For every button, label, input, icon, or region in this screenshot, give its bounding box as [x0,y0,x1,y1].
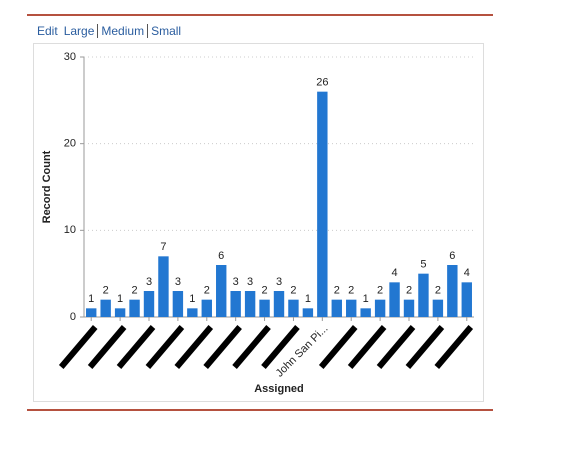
bar [432,299,444,317]
value-label: 4 [464,267,470,279]
bar [114,308,126,317]
y-axis-title: Record Count [41,150,53,223]
bar [216,265,227,317]
redaction [58,325,98,369]
bar [461,282,472,317]
link[interactable]: Medium [97,24,148,38]
bottom-rule [27,409,493,411]
value-label: 2 [435,285,441,297]
chart-frame [33,43,484,402]
redaction [174,325,214,369]
bar [346,299,357,317]
bar [129,299,140,317]
redaction [116,325,156,369]
redaction [261,325,300,369]
value-label: 2 [348,285,354,297]
y-tick-label: 10 [64,224,76,236]
redaction [318,325,358,369]
value-label: 7 [160,241,166,253]
value-label: 1 [363,293,369,305]
bar [230,291,241,317]
bar [403,299,415,317]
value-label: 3 [175,276,181,288]
bar [259,299,270,317]
bar [374,299,386,317]
value-label: 3 [146,276,152,288]
bar [201,299,212,317]
redaction [376,325,416,369]
redaction [203,325,242,369]
value-label: 3 [233,276,239,288]
bar [187,308,198,317]
y-tick-label: 0 [70,311,76,323]
bar [331,299,342,317]
bar [288,299,299,317]
x-axis-title: Assigned [254,383,304,395]
redaction [434,325,474,369]
bar [273,291,285,317]
value-label: 2 [377,285,383,297]
redaction [405,325,445,369]
redaction [87,325,127,369]
value-label: 4 [391,267,397,279]
value-label: 1 [88,293,94,305]
value-label: 2 [406,285,412,297]
bar [158,256,169,317]
link[interactable]: Large [63,24,95,38]
value-label: 2 [103,285,109,297]
value-label: 2 [290,285,296,297]
bar [143,291,155,317]
value-label: 1 [305,293,311,305]
bar [389,282,400,317]
value-label: 3 [276,276,282,288]
bar [317,91,328,318]
bar [302,308,314,317]
bar [86,308,97,317]
y-tick-label: 30 [64,51,76,63]
bar [418,273,429,317]
bar [172,291,184,317]
value-label: 1 [189,293,195,305]
link[interactable]: Small [147,24,185,38]
value-label: 1 [117,293,123,305]
value-label: 26 [316,77,328,89]
redaction [347,325,387,369]
value-label: 6 [449,250,455,262]
value-label: 2 [204,285,210,297]
top-rule [27,14,493,16]
bar [447,265,458,317]
redaction [145,325,185,369]
link[interactable]: Edit [37,24,58,38]
bar [360,308,371,317]
size-links: Edit Large Medium Small [34,24,185,38]
bar [244,291,256,317]
y-tick-label: 20 [64,138,76,150]
value-label: 2 [131,285,137,297]
value-label: 2 [334,285,340,297]
value-label: 3 [247,276,253,288]
x-tick-label: John San Pi... [274,323,331,380]
redaction [232,325,271,369]
value-label: 5 [420,259,426,271]
value-label: 6 [218,250,224,262]
bar [100,299,111,317]
value-label: 2 [261,285,267,297]
